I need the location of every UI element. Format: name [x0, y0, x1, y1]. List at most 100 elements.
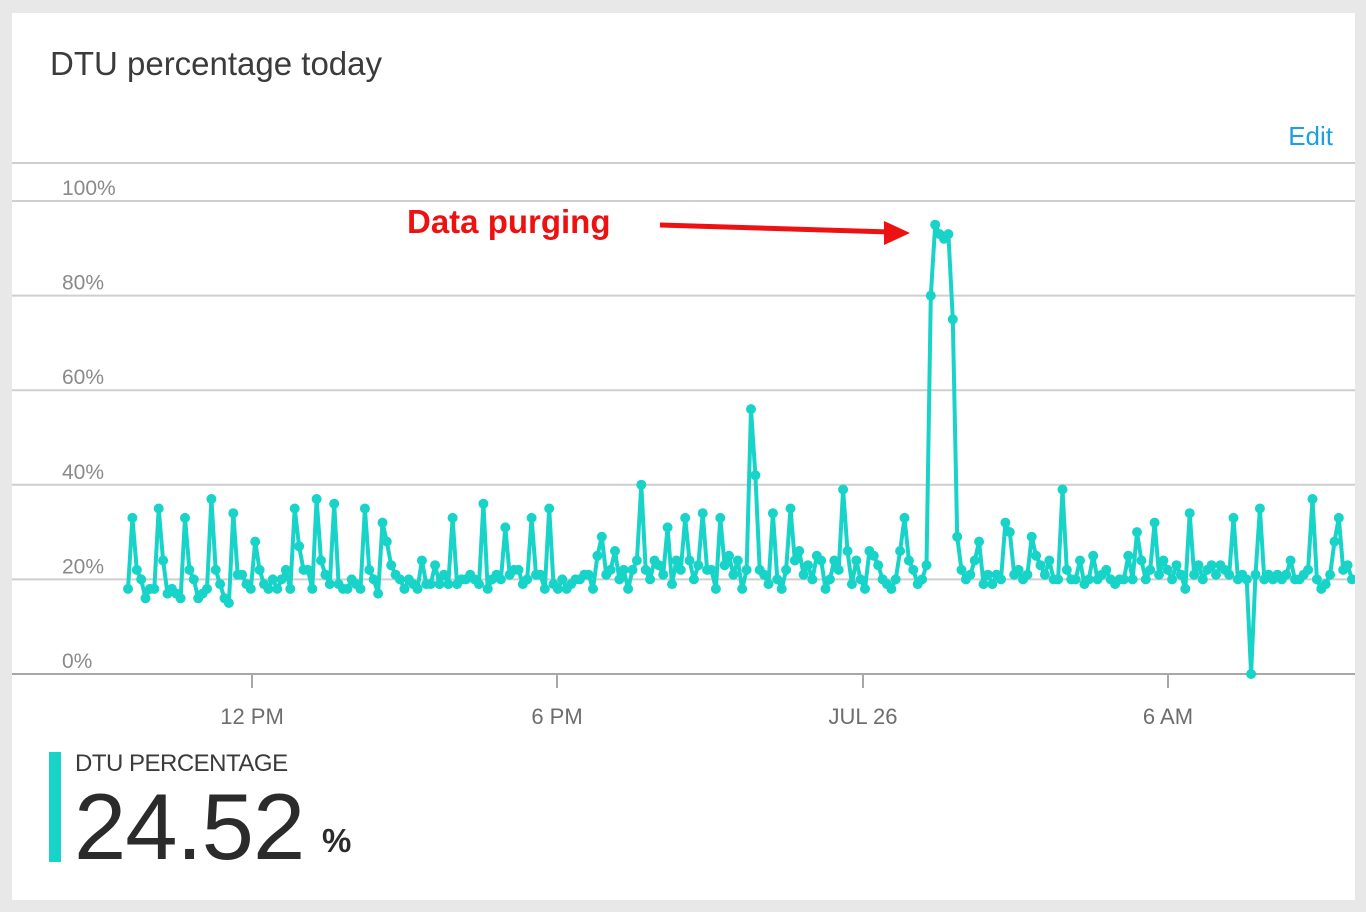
data-point	[316, 555, 326, 566]
data-point	[807, 574, 818, 585]
data-point	[925, 290, 936, 301]
data-point	[500, 522, 511, 533]
data-point	[816, 555, 827, 566]
data-point	[1044, 555, 1055, 566]
y-axis-labels: 0% 20% 40% 60% 80% 100%	[62, 177, 116, 673]
data-point	[285, 583, 296, 594]
data-point	[434, 579, 445, 590]
data-point	[596, 531, 607, 542]
data-point	[184, 564, 195, 575]
data-point	[943, 229, 954, 240]
data-point	[741, 564, 752, 575]
data-point	[838, 484, 849, 495]
data-point	[1285, 555, 1296, 566]
data-point	[395, 574, 405, 585]
data-point	[381, 536, 392, 547]
data-point	[956, 564, 967, 575]
data-point	[359, 503, 370, 514]
data-point	[210, 564, 221, 575]
metric-unit: %	[322, 822, 352, 859]
data-point	[539, 583, 550, 594]
data-point	[583, 569, 594, 580]
data-point	[1303, 564, 1314, 575]
data-point	[289, 503, 300, 514]
x-axis: 12 PM 6 PM JUL 26 6 AM	[12, 673, 1355, 729]
data-point	[123, 583, 133, 594]
data-point	[728, 569, 739, 580]
data-point	[1039, 569, 1050, 580]
data-point	[1140, 574, 1151, 585]
data-point	[974, 536, 985, 547]
data-point	[342, 583, 353, 594]
data-point	[329, 498, 340, 509]
data-point	[833, 564, 844, 575]
data-point	[776, 583, 787, 594]
data-point	[1241, 574, 1252, 585]
data-point	[1325, 569, 1336, 580]
data-point	[438, 569, 449, 580]
data-point	[1254, 503, 1265, 514]
data-point	[987, 579, 998, 590]
metric-accent-bar	[49, 752, 61, 862]
y-tick-label: 20%	[62, 555, 104, 578]
data-point	[1053, 574, 1064, 585]
data-point	[868, 550, 879, 561]
data-point	[930, 219, 941, 230]
data-point	[851, 555, 862, 566]
data-point	[535, 569, 546, 580]
data-point	[482, 583, 493, 594]
data-point	[1061, 564, 1072, 575]
data-point	[1162, 564, 1173, 575]
data-point	[614, 574, 625, 585]
data-point	[886, 583, 897, 594]
data-point	[158, 555, 169, 566]
data-point	[1070, 574, 1081, 585]
data-point	[1197, 574, 1208, 585]
data-point	[149, 583, 160, 594]
data-point	[294, 541, 305, 552]
metric-label: DTU PERCENTAGE	[75, 750, 288, 777]
data-point	[772, 574, 783, 585]
data-point	[1342, 560, 1353, 571]
data-point	[425, 579, 436, 590]
data-point	[1026, 531, 1037, 542]
data-point	[1329, 536, 1340, 547]
edit-link[interactable]: Edit	[1288, 121, 1333, 151]
data-point	[522, 574, 533, 585]
chart-gridlines	[12, 162, 1355, 581]
data-point	[1347, 574, 1355, 585]
data-point	[781, 564, 792, 575]
data-point	[710, 583, 721, 594]
data-point	[618, 564, 629, 575]
data-point	[759, 569, 770, 580]
data-point	[1123, 550, 1134, 561]
data-point	[1246, 669, 1257, 679]
series-line	[126, 222, 1354, 676]
data-point	[430, 560, 441, 571]
data-point	[688, 574, 699, 585]
data-point	[824, 574, 835, 585]
data-point	[237, 569, 248, 580]
data-point	[228, 508, 239, 519]
data-point	[750, 470, 761, 481]
data-point	[136, 574, 147, 585]
data-point	[662, 522, 673, 533]
annotation: Data purging	[404, 200, 910, 245]
data-point	[969, 555, 980, 566]
data-point	[610, 546, 620, 556]
data-point	[671, 555, 682, 566]
data-point	[965, 569, 976, 580]
x-tick-label: JUL 26	[829, 704, 898, 729]
y-tick-label: 40%	[62, 461, 104, 484]
data-point	[737, 583, 748, 594]
data-point	[1127, 574, 1138, 585]
data-point	[557, 574, 568, 585]
data-point	[416, 555, 427, 566]
metric-value: 24.52	[74, 774, 305, 879]
data-point	[188, 574, 199, 585]
data-point	[1211, 569, 1221, 580]
data-point	[1083, 574, 1094, 585]
data-point	[803, 560, 813, 571]
data-point	[899, 512, 910, 523]
data-point	[1145, 564, 1156, 575]
